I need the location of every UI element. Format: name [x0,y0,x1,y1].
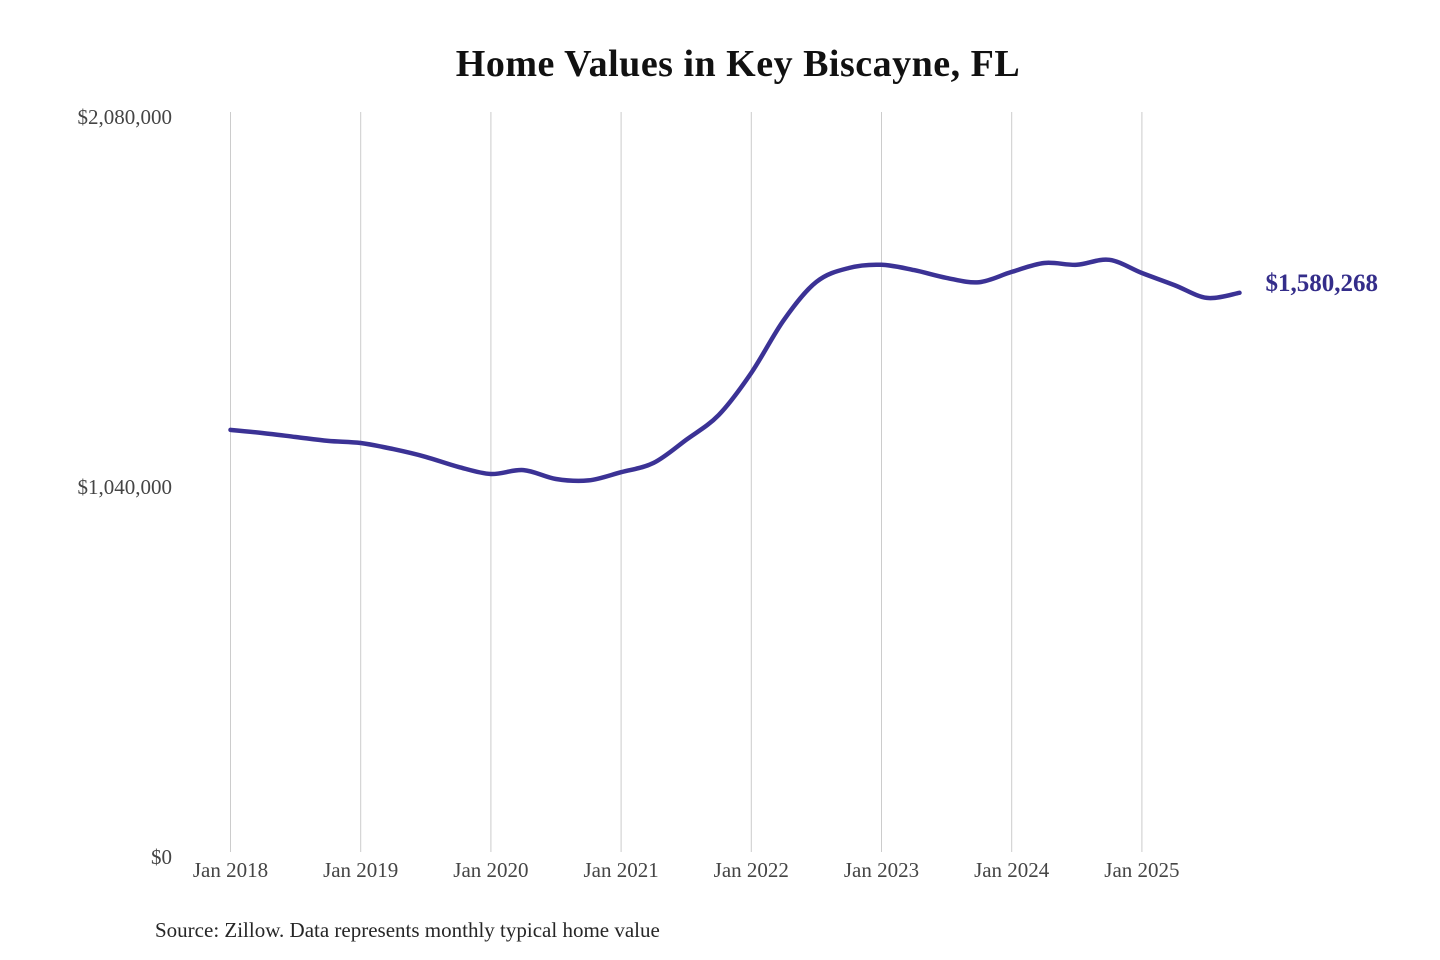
x-axis-tick-label: Jan 2023 [843,858,920,882]
x-axis-tick-label: Jan 2021 [583,858,659,882]
latest-value-label: $1,580,268 [1265,269,1379,297]
source-note: Source: Zillow. Data represents monthly … [155,918,660,942]
x-axis-tick-label: Jan 2018 [192,858,269,882]
x-axis-tick-label: Jan 2025 [1104,858,1180,882]
y-axis-tick-label: $2,080,000 [77,105,173,129]
chart-title: Home Values in Key Biscayne, FL [455,43,1021,85]
x-axis-tick-label: Jan 2024 [974,858,1050,882]
x-axis-tick-label: Jan 2020 [453,858,529,882]
y-axis-tick-label: $1,040,000 [77,475,173,499]
x-axis-tick-label: Jan 2022 [713,858,789,882]
home-value-line [228,257,1242,484]
y-axis-tick-label: $0 [151,845,172,869]
x-axis-tick-label: Jan 2019 [323,858,399,882]
